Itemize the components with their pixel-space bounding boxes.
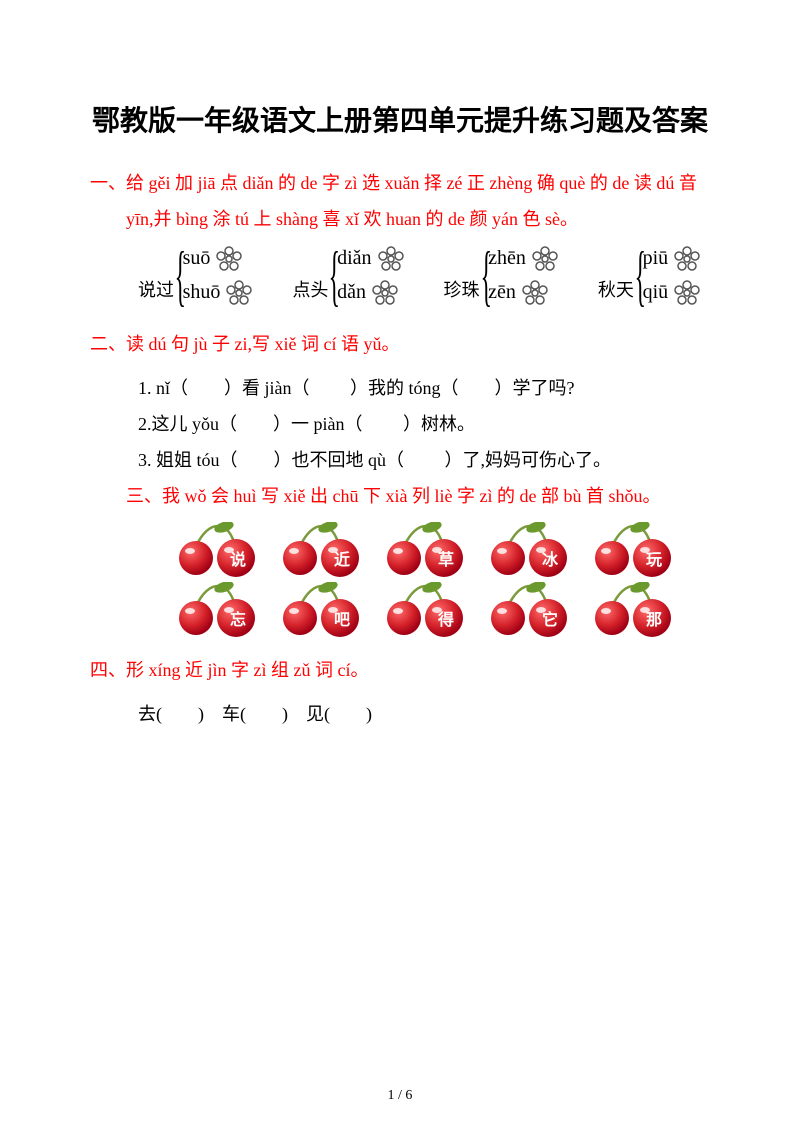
page-title: 鄂教版一年级语文上册第四单元提升练习题及答案: [90, 100, 710, 145]
cherry-grid: 说 近 草 冰: [90, 522, 710, 638]
page-footer: 1 / 6: [0, 1088, 800, 1104]
flower-icon: [532, 246, 558, 272]
pinyin-group: 说过 { suō shuō: [138, 245, 252, 306]
pinyin-option: shuō: [183, 280, 253, 306]
brace-icon: {: [329, 245, 340, 306]
pinyin-label: 秋天: [598, 276, 634, 306]
pinyin-group: 点头 { diǎn dǎn: [292, 245, 403, 306]
flower-icon: [674, 246, 700, 272]
pinyin-label: 珍珠: [444, 276, 480, 306]
cherry-item: 近: [278, 522, 364, 578]
flower-icon: [378, 246, 404, 272]
section-2-heading: 二、读 dú 句 jù 子 zi,写 xiě 词 cí 语 yǔ。: [90, 326, 710, 362]
cherry-item: 玩: [590, 522, 676, 578]
cherry-item: 草: [382, 522, 468, 578]
section-3-heading: 三、我 wǒ 会 huì 写 xiě 出 chū 下 xià 列 liè 字 z…: [90, 478, 710, 514]
pinyin-option: zhēn: [488, 246, 558, 272]
flower-icon: [674, 280, 700, 306]
pinyin-option: piū: [643, 246, 701, 272]
cherry-item: 说: [174, 522, 260, 578]
q2-line-3: 3. 姐姐 tóu（ ）也不回地 qù（ ）了,妈妈可伤心了。: [90, 442, 710, 478]
brace-icon: {: [480, 245, 491, 306]
flower-icon: [372, 280, 398, 306]
pinyin-option: diǎn: [337, 246, 403, 272]
q4-line: 去( ) 车( ) 见( ): [90, 696, 710, 732]
pinyin-exercise-grid: 说过 { suō shuō 点头 { diǎn dǎn 珍珠 {: [90, 245, 710, 314]
brace-icon: {: [635, 245, 646, 306]
q2-line-2: 2.这儿 yǒu（ ）一 piàn（ ）树林。: [90, 406, 710, 442]
cherry-item: 忘: [174, 582, 260, 638]
section-1-heading: 一、给 gěi 加 jiā 点 diǎn 的 de 字 zì 选 xuǎn 择 …: [90, 165, 710, 237]
pinyin-option: suō: [183, 246, 253, 272]
cherry-row: 说 近 草 冰: [174, 522, 710, 578]
pinyin-group: 珍珠 { zhēn zēn: [444, 245, 558, 306]
flower-icon: [522, 280, 548, 306]
pinyin-option: qiū: [643, 280, 701, 306]
pinyin-label: 说过: [138, 276, 174, 306]
section-4-heading: 四、形 xíng 近 jìn 字 zì 组 zǔ 词 cí。: [90, 652, 710, 688]
q2-line-1: 1. nǐ（ ）看 jiàn（ ）我的 tóng（ ）学了吗?: [90, 370, 710, 406]
cherry-item: 那: [590, 582, 676, 638]
cherry-item: 得: [382, 582, 468, 638]
brace-icon: {: [175, 245, 186, 306]
pinyin-label: 点头: [292, 276, 328, 306]
pinyin-group: 秋天 { piū qiū: [598, 245, 700, 306]
flower-icon: [216, 246, 242, 272]
pinyin-option: dǎn: [337, 280, 403, 306]
cherry-row: 忘 吧 得 它: [174, 582, 710, 638]
cherry-item: 它: [486, 582, 572, 638]
flower-icon: [226, 280, 252, 306]
cherry-item: 吧: [278, 582, 364, 638]
cherry-item: 冰: [486, 522, 572, 578]
pinyin-option: zēn: [488, 280, 558, 306]
